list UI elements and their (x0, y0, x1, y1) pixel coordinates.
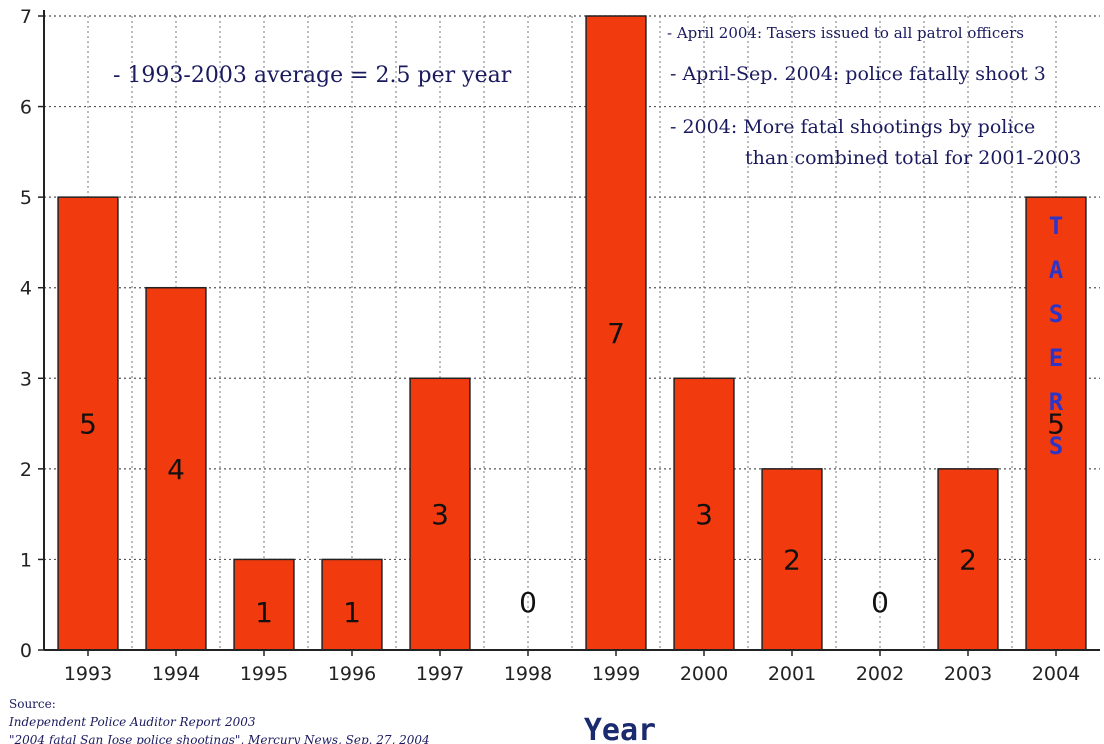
y-tick-label: 1 (20, 549, 32, 571)
bar-1996 (321, 558, 383, 651)
source-line-1: Independent Police Auditor Report 2003 (8, 715, 256, 729)
value-label: 5 (1047, 408, 1065, 441)
annotation-note-3b: than combined total for 2001-2003 (745, 147, 1081, 169)
x-tick-label: 1994 (152, 663, 200, 685)
x-tick-label: 2000 (680, 663, 728, 685)
y-tick-label: 5 (20, 187, 32, 209)
value-label: 3 (431, 498, 449, 531)
y-tick-labels: 0 1 2 3 4 5 6 7 (20, 6, 32, 662)
y-tick-label: 4 (20, 278, 32, 300)
annotation-note-2: - April-Sep. 2004: police fatally shoot … (670, 63, 1046, 85)
source-label: Source: (9, 697, 56, 711)
x-tick-label: 1999 (592, 663, 640, 685)
bar-1993 (57, 196, 119, 651)
x-tick-labels: 1993 1994 1995 1996 1997 1998 1999 2000 2001 2002… (64, 663, 1080, 685)
bar-1997 (409, 377, 471, 651)
annotation-average: - 1993-2003 average = 2.5 per year (113, 63, 512, 88)
annotation-note-3a: - 2004: More fatal shootings by police (670, 116, 1035, 138)
y-tick-label: 6 (20, 97, 32, 119)
tasers-letter: S (1049, 300, 1063, 328)
x-tick-label: 2003 (944, 663, 992, 685)
y-tick-label: 0 (20, 640, 32, 662)
bar-1994 (145, 286, 207, 651)
tasers-letter: S (1049, 432, 1063, 460)
x-tick-label: 1995 (240, 663, 288, 685)
x-tick-label: 1993 (64, 663, 112, 685)
tasers-letter: T (1049, 212, 1063, 240)
tasers-letter: A (1049, 256, 1064, 284)
value-label: 1 (255, 596, 273, 629)
value-label: 0 (519, 586, 537, 619)
value-label: 4 (167, 453, 185, 486)
value-label: 5 (79, 408, 97, 441)
x-tick-label: 2001 (768, 663, 816, 685)
axes (38, 10, 1100, 656)
y-tick-label: 3 (20, 368, 32, 390)
source-line-2: "2004 fatal San Jose police shootings", … (9, 733, 430, 744)
x-tick-label: 2004 (1032, 663, 1080, 685)
y-tick-label: 2 (20, 459, 32, 481)
x-tick-label: 1997 (416, 663, 464, 685)
value-label: 2 (783, 543, 801, 576)
tasers-letter: R (1049, 388, 1064, 416)
value-label: 2 (959, 543, 977, 576)
x-tick-label: 1998 (504, 663, 552, 685)
tasers-letter: E (1049, 344, 1063, 372)
value-labels: 5 4 1 1 3 0 7 3 2 0 2 5 (79, 317, 1065, 629)
bar-2000 (673, 377, 735, 651)
value-label: 0 (871, 586, 889, 619)
y-tick-label: 7 (20, 6, 32, 28)
value-label: 1 (343, 596, 361, 629)
value-label: 3 (695, 498, 713, 531)
annotation-note-1: - April 2004: Tasers issued to all patro… (667, 24, 1024, 42)
bars (57, 15, 1087, 651)
value-label: 7 (607, 317, 625, 350)
bar-2004 (1025, 196, 1087, 651)
bar-2003 (937, 468, 999, 651)
bar-2001 (761, 468, 823, 651)
bar-1995 (233, 558, 295, 651)
x-tick-label: 2002 (856, 663, 904, 685)
x-axis-title: Year (584, 713, 656, 744)
x-tick-label: 1996 (328, 663, 376, 685)
